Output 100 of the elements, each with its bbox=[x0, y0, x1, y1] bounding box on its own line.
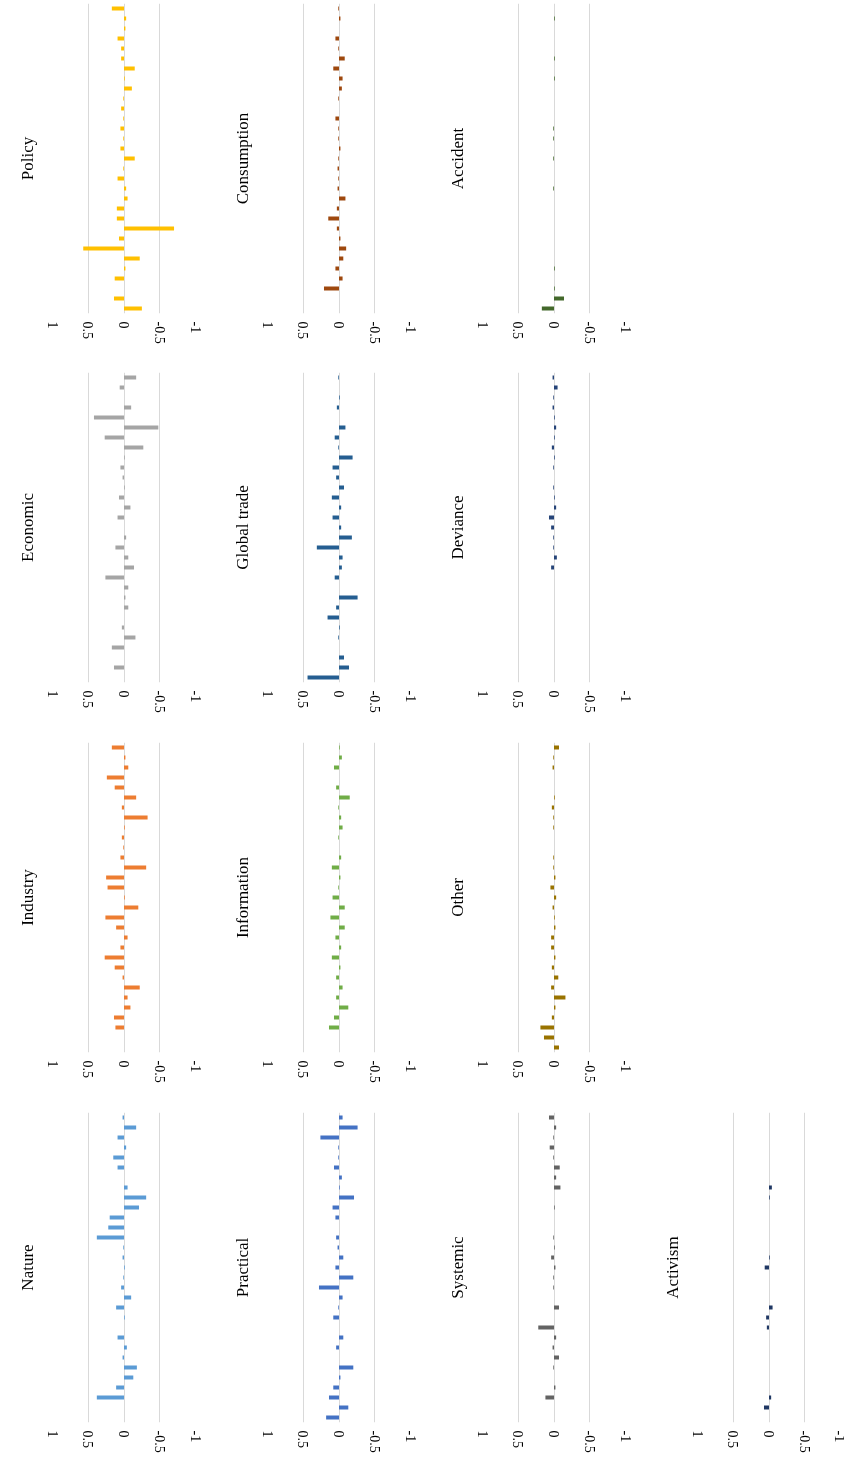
bar bbox=[124, 555, 129, 560]
bar bbox=[336, 1235, 339, 1240]
x-tick-label: -1 bbox=[187, 321, 203, 334]
bar bbox=[339, 665, 350, 670]
x-tick-label: -1 bbox=[617, 1060, 633, 1073]
bar bbox=[326, 1415, 339, 1420]
bar bbox=[107, 885, 124, 890]
bar bbox=[104, 435, 124, 440]
bar bbox=[334, 575, 339, 580]
bar bbox=[117, 1165, 124, 1170]
bar bbox=[551, 1255, 554, 1260]
x-tick-label: 0.5 bbox=[295, 321, 311, 339]
x-tick-label: -1 bbox=[831, 1430, 844, 1443]
x-tick-label: 1 bbox=[259, 1060, 275, 1068]
bar bbox=[339, 1175, 342, 1180]
bar bbox=[111, 6, 124, 11]
bar bbox=[339, 455, 353, 460]
bar bbox=[104, 955, 124, 960]
bar bbox=[124, 765, 129, 770]
bar bbox=[106, 875, 124, 880]
bar bbox=[545, 1395, 554, 1400]
bar bbox=[332, 1205, 339, 1210]
x-tick-label: 0 bbox=[116, 321, 131, 329]
x-tick-label: -0.5 bbox=[796, 1430, 812, 1453]
bar bbox=[114, 276, 124, 281]
bar bbox=[124, 505, 131, 510]
x-tick-label: 0.5 bbox=[725, 1430, 741, 1448]
bar bbox=[116, 925, 124, 930]
x-tick-label: -0.5 bbox=[151, 1430, 167, 1453]
bar bbox=[96, 1395, 124, 1400]
bar bbox=[117, 176, 124, 181]
bar bbox=[124, 256, 140, 261]
x-tick-label: -0.5 bbox=[581, 690, 597, 713]
x-tick-label: 0.5 bbox=[80, 690, 96, 708]
x-tick-label: 1 bbox=[259, 690, 275, 698]
x-tick-label: 0.5 bbox=[80, 321, 96, 339]
bar bbox=[124, 1125, 137, 1130]
bar bbox=[116, 1385, 124, 1390]
x-tick-label: 1 bbox=[44, 1060, 60, 1068]
x-tick-label: 0.5 bbox=[80, 1430, 96, 1448]
x-tick-label: 0 bbox=[546, 321, 561, 329]
x-tick-label: 1 bbox=[44, 321, 60, 329]
x-tick-label: 1 bbox=[474, 321, 490, 329]
bar bbox=[334, 435, 339, 440]
x-tick-label: 0 bbox=[546, 1430, 561, 1438]
bar bbox=[124, 605, 129, 610]
bar bbox=[124, 445, 144, 450]
bar bbox=[339, 655, 345, 660]
bar bbox=[93, 415, 124, 420]
bar bbox=[124, 635, 136, 640]
x-tick-label: 0 bbox=[331, 690, 346, 698]
text: Policy bbox=[18, 136, 37, 181]
x-tick-label: -1 bbox=[617, 690, 633, 703]
bar bbox=[117, 1135, 124, 1140]
bar bbox=[339, 565, 342, 570]
bar bbox=[113, 1015, 124, 1020]
x-tick-label: 1 bbox=[259, 321, 275, 329]
bar bbox=[121, 46, 124, 51]
bar bbox=[339, 1365, 354, 1370]
bar bbox=[124, 815, 148, 820]
x-tick-label: -0.5 bbox=[366, 1060, 382, 1083]
bar bbox=[124, 585, 129, 590]
bar bbox=[83, 246, 124, 251]
x-tick-label: -0.5 bbox=[581, 1430, 597, 1453]
x-tick-label: -1 bbox=[187, 1430, 203, 1443]
bar bbox=[116, 1305, 124, 1310]
bar bbox=[106, 775, 124, 780]
bar bbox=[124, 935, 128, 940]
text: Practical bbox=[233, 1237, 252, 1298]
bar bbox=[339, 1255, 344, 1260]
bar bbox=[336, 1345, 339, 1350]
bar bbox=[549, 1145, 554, 1150]
x-tick-label: -1 bbox=[402, 1060, 418, 1073]
x-tick-label: -0.5 bbox=[581, 1060, 597, 1083]
bar bbox=[339, 555, 343, 560]
x-tick-label: -0.5 bbox=[366, 321, 382, 344]
x-tick-label: 0 bbox=[116, 1430, 131, 1438]
bar bbox=[120, 465, 124, 470]
text: Consumption bbox=[233, 112, 252, 205]
bar bbox=[124, 865, 147, 870]
x-tick-label: 0.5 bbox=[510, 1060, 526, 1078]
bar bbox=[333, 1315, 339, 1320]
x-tick-label: -0.5 bbox=[151, 1060, 167, 1083]
bar bbox=[339, 485, 345, 490]
bar bbox=[320, 1135, 339, 1140]
text: Information bbox=[233, 856, 252, 939]
bar bbox=[124, 405, 132, 410]
x-tick-label: 0 bbox=[331, 1060, 346, 1068]
bar bbox=[116, 206, 124, 211]
bar bbox=[120, 855, 124, 860]
x-tick-label: -1 bbox=[617, 1430, 633, 1443]
bar bbox=[124, 1295, 132, 1300]
bar bbox=[116, 216, 124, 221]
x-tick-label: 1 bbox=[474, 690, 490, 698]
bar bbox=[121, 1285, 124, 1290]
bar bbox=[339, 595, 358, 600]
x-tick-label: -1 bbox=[617, 321, 633, 334]
x-tick-label: 0.5 bbox=[510, 1430, 526, 1448]
x-tick-label: -0.5 bbox=[151, 690, 167, 713]
bar bbox=[117, 515, 124, 520]
